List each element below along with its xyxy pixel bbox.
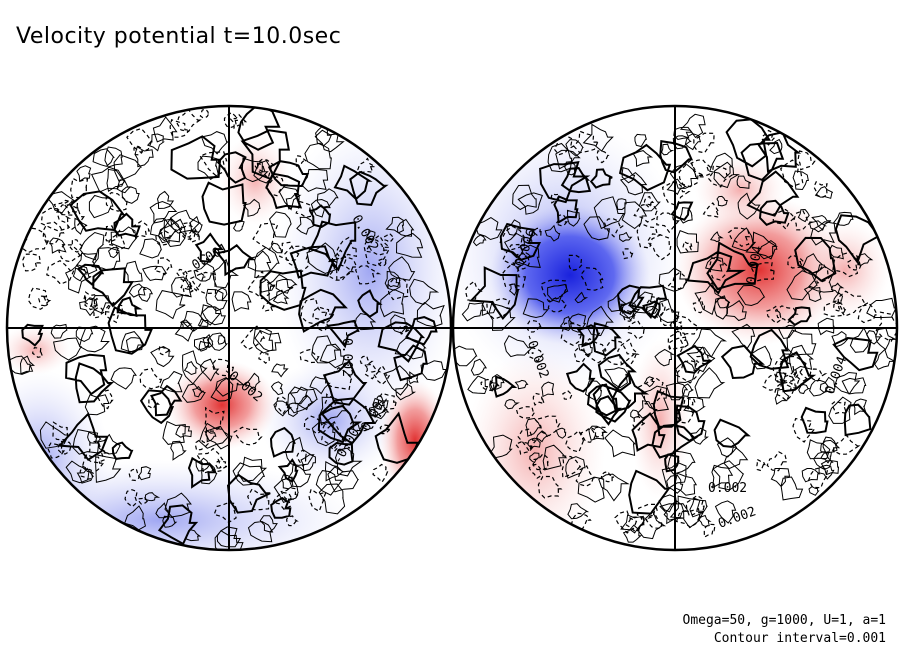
left-hemisphere: 0.002 0.001 -0.002 -0.002 0.002 -0.002	[5, 104, 453, 552]
contour-label: 0.002	[708, 481, 747, 496]
right-hemisphere: -0.006 -0.002 0.004 0.002 0.004 0.002	[451, 104, 899, 552]
parameter-caption: Omega=50, g=1000, U=1, a=1 Contour inter…	[683, 612, 887, 648]
figure-title: Velocity potential t=10.0sec	[16, 24, 342, 49]
parameter-line: Omega=50, g=1000, U=1, a=1	[682, 613, 887, 628]
contour-label: -0.002	[339, 330, 354, 377]
right-hemisphere-outline	[451, 104, 899, 552]
left-hemisphere-outline	[5, 104, 453, 552]
contour-interval-line: Contour interval=0.001	[713, 631, 886, 646]
contour-label: 0.004	[744, 244, 766, 285]
